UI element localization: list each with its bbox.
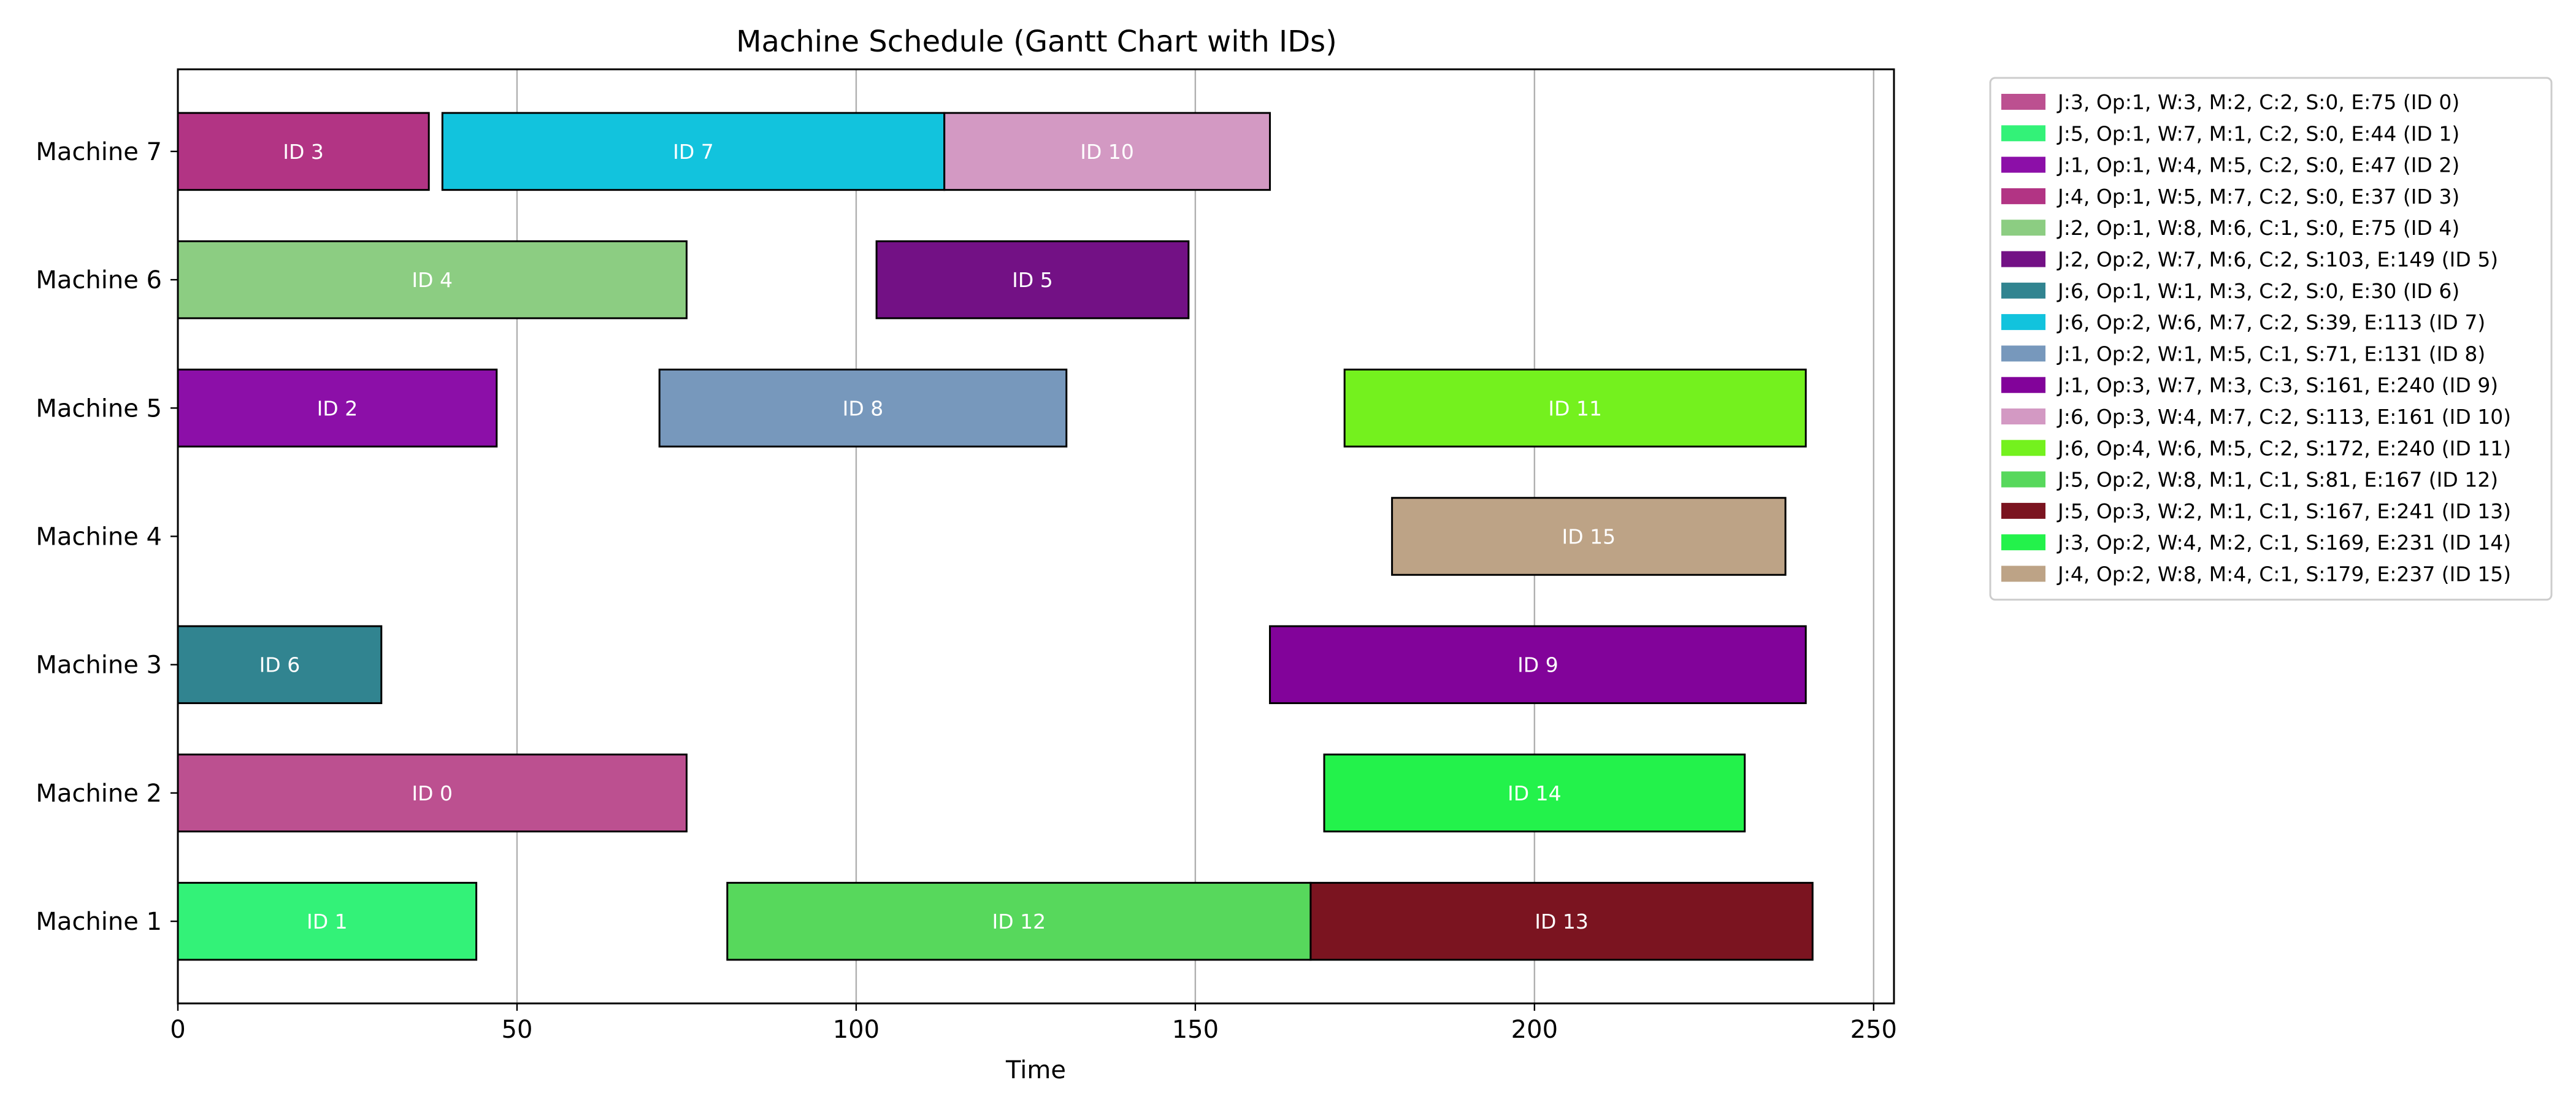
y-tick-label: Machine 5	[36, 394, 162, 423]
legend-swatch	[2001, 220, 2045, 236]
bar-label: ID 4	[412, 268, 453, 292]
bar-label: ID 7	[673, 140, 714, 164]
x-tick-label: 200	[1511, 1016, 1558, 1044]
legend-swatch	[2001, 502, 2045, 519]
legend-swatch	[2001, 377, 2045, 393]
bar-label: ID 9	[1517, 653, 1558, 677]
legend-swatch	[2001, 188, 2045, 204]
bar-label: ID 6	[259, 653, 301, 677]
bars-layer: ID 0 ID 1 ID 2 ID 3 ID 4 ID 5 ID 6 ID 7 ID 8 ID 9…	[177, 112, 1814, 961]
chart-title: Machine Schedule (Gantt Chart with IDs)	[736, 25, 1337, 59]
bar-label: ID 12	[992, 910, 1046, 933]
bar-label: ID 14	[1508, 781, 1562, 805]
gantt-bar-id-10	[943, 112, 1271, 191]
gantt-bar-id-1	[177, 881, 478, 961]
y-tick-label: Machine 7	[36, 138, 162, 166]
legend-swatch	[2001, 282, 2045, 299]
gantt-bar-id-4	[177, 240, 688, 320]
y-axis: Machine 1 Machine 2 Machine 3 Machine 4 Mach…	[36, 138, 178, 936]
legend-swatch	[2001, 345, 2045, 362]
x-tick-label: 0	[170, 1016, 185, 1044]
legend-swatch	[2001, 534, 2045, 551]
legend-swatch	[2001, 125, 2045, 142]
legend-entry: J:5, Op:3, W:2, M:1, C:1, S:167, E:241 (…	[2057, 499, 2511, 523]
bar-label: ID 2	[317, 396, 358, 420]
legend-swatch	[2001, 565, 2045, 582]
gantt-bar-id-14	[1323, 753, 1746, 833]
bar-label: ID 13	[1535, 910, 1589, 933]
x-tick-label: 100	[833, 1016, 880, 1044]
y-tick-label: Machine 3	[36, 651, 162, 680]
gantt-bar-id-9	[1269, 625, 1807, 704]
gantt-bar-id-5	[875, 240, 1190, 320]
legend: J:3, Op:1, W:3, M:2, C:2, S:0, E:75 (ID …	[1989, 77, 2553, 601]
gantt-bar-id-3	[177, 112, 430, 191]
legend-entry: J:2, Op:1, W:8, M:6, C:1, S:0, E:75 (ID …	[2057, 216, 2459, 240]
legend-entry: J:4, Op:2, W:8, M:4, C:1, S:179, E:237 (…	[2057, 562, 2511, 586]
gantt-bar-id-11	[1343, 369, 1807, 448]
y-tick-label: Machine 4	[36, 523, 162, 551]
legend-swatch	[2001, 314, 2045, 331]
legend-entry: J:2, Op:2, W:7, M:6, C:2, S:103, E:149 (…	[2057, 248, 2498, 272]
bar-label: ID 11	[1548, 396, 1602, 420]
x-tick-label: 150	[1172, 1016, 1219, 1044]
legend-entry: J:5, Op:2, W:8, M:1, C:1, S:81, E:167 (I…	[2057, 468, 2498, 492]
x-axis: 0 50 100 150 200 250	[170, 1003, 1897, 1044]
bar-label: ID 3	[283, 140, 324, 164]
gantt-bar-id-2	[177, 369, 498, 448]
y-tick-label: Machine 1	[36, 908, 162, 936]
legend-entry: J:1, Op:1, W:4, M:5, C:2, S:0, E:47 (ID …	[2057, 153, 2459, 177]
legend-swatch	[2001, 94, 2045, 110]
y-tick-label: Machine 6	[36, 266, 162, 294]
legend-entry: J:6, Op:2, W:6, M:7, C:2, S:39, E:113 (I…	[2057, 310, 2485, 334]
legend-entry: J:5, Op:1, W:7, M:1, C:2, S:0, E:44 (ID …	[2057, 121, 2459, 145]
legend-swatch	[2001, 251, 2045, 267]
bar-label: ID 5	[1012, 268, 1053, 292]
legend-swatch	[2001, 440, 2045, 456]
legend-entry: J:6, Op:1, W:1, M:3, C:2, S:0, E:30 (ID …	[2057, 279, 2459, 303]
gantt-bar-id-13	[1309, 881, 1814, 961]
legend-entry: J:3, Op:1, W:3, M:2, C:2, S:0, E:75 (ID …	[2057, 90, 2459, 114]
x-tick-label: 50	[502, 1016, 533, 1044]
gantt-bar-id-0	[177, 753, 688, 833]
legend-swatch	[2001, 471, 2045, 488]
bar-label: ID 15	[1562, 525, 1616, 549]
bar-label: ID 0	[412, 781, 453, 805]
legend-entry: J:3, Op:2, W:4, M:2, C:1, S:169, E:231 (…	[2057, 531, 2511, 554]
bar-label: ID 8	[843, 396, 884, 420]
y-tick-label: Machine 2	[36, 780, 162, 808]
legend-swatch	[2001, 408, 2045, 424]
legend-entry: J:6, Op:4, W:6, M:5, C:2, S:172, E:240 (…	[2057, 436, 2511, 460]
x-axis-label: Time	[1005, 1056, 1066, 1084]
legend-entry: J:1, Op:2, W:1, M:5, C:1, S:71, E:131 (I…	[2057, 342, 2485, 366]
x-tick-label: 250	[1850, 1016, 1897, 1044]
bar-label: ID 10	[1080, 140, 1134, 164]
legend-frame	[1989, 77, 2553, 601]
legend-entry: J:1, Op:3, W:7, M:3, C:3, S:161, E:240 (…	[2057, 374, 2498, 397]
gantt-bar-id-7	[441, 112, 946, 191]
gantt-bar-id-15	[1391, 497, 1787, 576]
legend-swatch	[2001, 156, 2045, 173]
legend-entry: J:4, Op:1, W:5, M:7, C:2, S:0, E:37 (ID …	[2057, 185, 2459, 209]
gantt-bar-id-8	[658, 369, 1068, 448]
bar-label: ID 1	[307, 910, 348, 933]
legend-entry: J:6, Op:3, W:4, M:7, C:2, S:113, E:161 (…	[2057, 405, 2511, 429]
